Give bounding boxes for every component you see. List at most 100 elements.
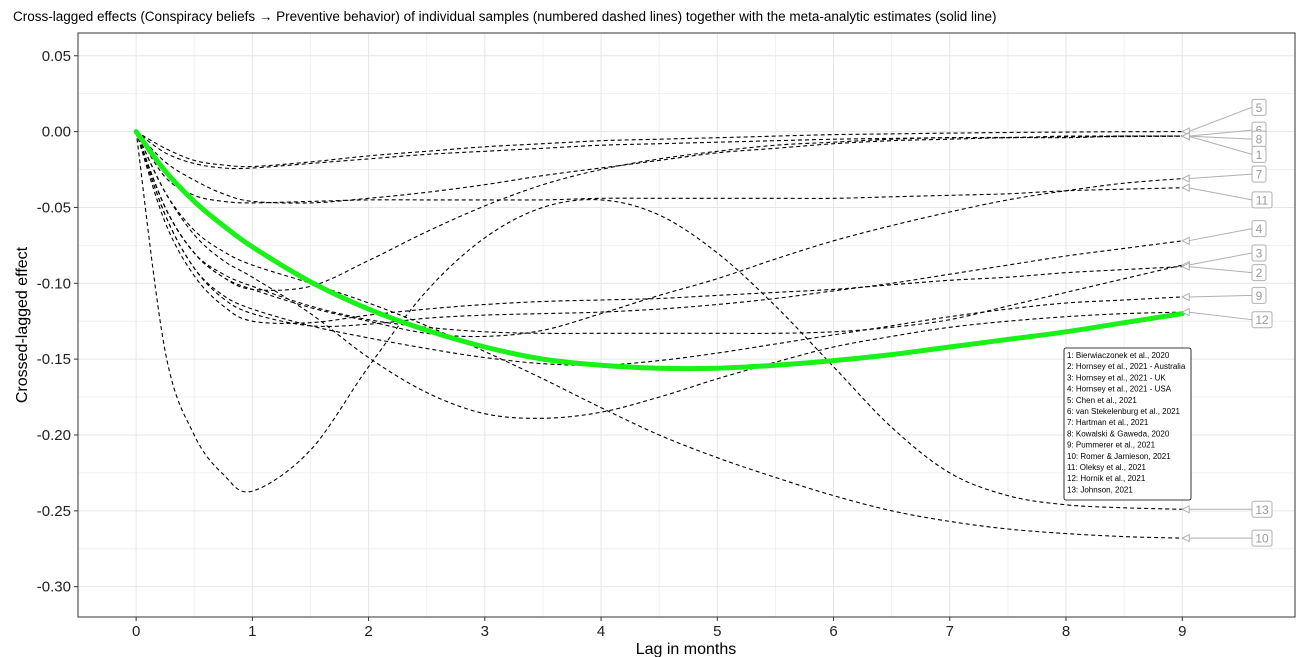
y-tick-label: 0.00 xyxy=(42,124,71,141)
end-label-text: 2 xyxy=(1256,266,1263,280)
end-label-text: 1 xyxy=(1256,148,1263,162)
legend-entry: 2: Hornsey et al., 2021 - Australia xyxy=(1067,362,1186,371)
legend-entry: 9: Pummerer et al., 2021 xyxy=(1067,441,1156,450)
y-axis-label: Crossed-lagged effect xyxy=(14,246,31,403)
leader-arrowhead xyxy=(1181,183,1190,193)
end-label-7: 7 xyxy=(1181,165,1267,183)
legend-entry: 7: Hartman et al., 2021 xyxy=(1067,418,1149,427)
sample-line-13 xyxy=(135,131,1183,510)
y-tick-label: -0.10 xyxy=(37,275,71,292)
end-label-text: 4 xyxy=(1256,222,1263,236)
end-label-text: 5 xyxy=(1256,101,1263,115)
end-label-box xyxy=(1251,244,1267,262)
leader-line xyxy=(1188,266,1253,274)
end-label-box xyxy=(1251,286,1267,304)
y-tick-label: -0.05 xyxy=(37,199,71,216)
leader-line xyxy=(1188,106,1253,133)
end-label-box xyxy=(1251,191,1273,209)
end-label-2: 2 xyxy=(1181,262,1267,282)
plot-panel xyxy=(77,32,1296,618)
end-label-box xyxy=(1251,500,1273,518)
end-label-box xyxy=(1251,264,1267,282)
leader-line xyxy=(1188,252,1253,266)
end-label-text: 6 xyxy=(1256,124,1263,138)
x-tick-label: 1 xyxy=(248,623,256,640)
leader-line xyxy=(1188,135,1253,155)
leader-arrowhead xyxy=(1181,174,1190,183)
sample-line-11 xyxy=(135,131,1183,204)
x-axis-label: Lag in months xyxy=(636,641,737,657)
y-tick-label: -0.20 xyxy=(37,427,71,444)
leader-line xyxy=(1188,311,1253,321)
sample-lines xyxy=(135,131,1183,539)
end-label-12: 12 xyxy=(1181,307,1273,329)
end-label-box xyxy=(1251,165,1267,183)
end-label-text: 9 xyxy=(1256,289,1263,303)
legend-entry: 3: Hornsey et al., 2021 - UK xyxy=(1067,373,1166,382)
x-tick-label: 0 xyxy=(132,623,140,640)
sample-line-12 xyxy=(135,131,1183,419)
meta-analytic-line xyxy=(133,129,1185,372)
end-label-1: 1 xyxy=(1181,131,1267,163)
end-label-box xyxy=(1251,220,1267,238)
leader-arrowhead xyxy=(1181,131,1190,141)
meta-analytic-estimate-line xyxy=(133,129,1185,372)
end-label-box xyxy=(1251,311,1273,329)
legend: 1: Bierwiaczonek et al., 2020 2: Hornsey … xyxy=(1063,347,1192,501)
end-label-13: 13 xyxy=(1181,500,1273,518)
x-tick-label: 3 xyxy=(481,623,489,640)
sample-line-5 xyxy=(135,131,1183,168)
leader-arrowhead xyxy=(1181,533,1190,543)
y-tick-label: -0.15 xyxy=(37,351,71,368)
end-label-text: 7 xyxy=(1256,168,1263,182)
end-label-box xyxy=(1251,98,1267,116)
legend-entry: 13: Johnson, 2021 xyxy=(1067,485,1133,494)
sample-line-2 xyxy=(135,131,1183,324)
legend-box xyxy=(1063,347,1192,501)
legend-entry: 11: Oleksy et al., 2021 xyxy=(1067,463,1147,472)
x-tick-label: 9 xyxy=(1178,623,1186,640)
line-end-labels: 5 681 7 11 4 3 2 9 12 13 10 xyxy=(1181,98,1273,547)
chart-title: Cross-lagged effects (Conspiracy beliefs… xyxy=(13,9,996,24)
end-label-text: 11 xyxy=(1256,193,1269,207)
y-tick-label: 0.05 xyxy=(42,48,71,65)
legend-entry: 5: Chen et al., 2021 xyxy=(1067,396,1137,405)
end-label-text: 3 xyxy=(1256,246,1263,260)
end-label-5: 5 xyxy=(1181,98,1267,136)
x-tick-label: 6 xyxy=(829,623,837,640)
end-label-box xyxy=(1251,529,1273,547)
x-tick-label: 8 xyxy=(1062,623,1070,640)
end-label-4: 4 xyxy=(1181,220,1267,246)
x-axis: 0 1 2 3 4 5 6 7 8 9 xyxy=(132,617,1186,640)
end-label-text: 10 xyxy=(1255,532,1269,546)
end-label-9: 9 xyxy=(1181,286,1267,304)
end-label-8: 8 xyxy=(1181,130,1267,148)
sample-line-7 xyxy=(135,131,1183,338)
legend-entry: 10: Romer & Jamieson, 2021 xyxy=(1067,452,1171,461)
legend-entry: 4: Hornsey et al., 2021 - USA xyxy=(1067,385,1172,394)
end-label-10: 10 xyxy=(1181,529,1273,547)
x-tick-label: 5 xyxy=(713,623,721,640)
legend-entry: 8: Kowalski & Gaweda, 2020 xyxy=(1067,429,1170,438)
legend-entry: 6: van Stekelenburg et al., 2021 xyxy=(1067,407,1181,416)
x-tick-label: 7 xyxy=(946,623,954,640)
leader-arrowhead xyxy=(1181,307,1190,317)
sample-line-4 xyxy=(135,131,1183,327)
leader-arrowhead xyxy=(1181,262,1190,271)
x-tick-label: 4 xyxy=(597,623,605,640)
legend-entry: 12: Hornik et al., 2021 xyxy=(1067,474,1146,483)
leader-line xyxy=(1188,187,1253,201)
leader-arrowhead xyxy=(1181,504,1190,514)
leader-line xyxy=(1188,173,1253,180)
leader-arrowhead xyxy=(1181,236,1190,246)
leader-line xyxy=(1188,135,1253,140)
leader-arrowhead xyxy=(1181,292,1190,302)
end-label-text: 8 xyxy=(1256,133,1263,147)
sample-line-10 xyxy=(135,131,1183,539)
end-label-text: 13 xyxy=(1255,503,1269,517)
end-label-text: 12 xyxy=(1255,313,1269,327)
y-axis: 0.05 0.00 -0.05 -0.10 -0.15 -0.20 -0.25 -0.30 xyxy=(37,48,78,596)
leader-line xyxy=(1188,228,1253,242)
end-label-box xyxy=(1251,145,1267,163)
